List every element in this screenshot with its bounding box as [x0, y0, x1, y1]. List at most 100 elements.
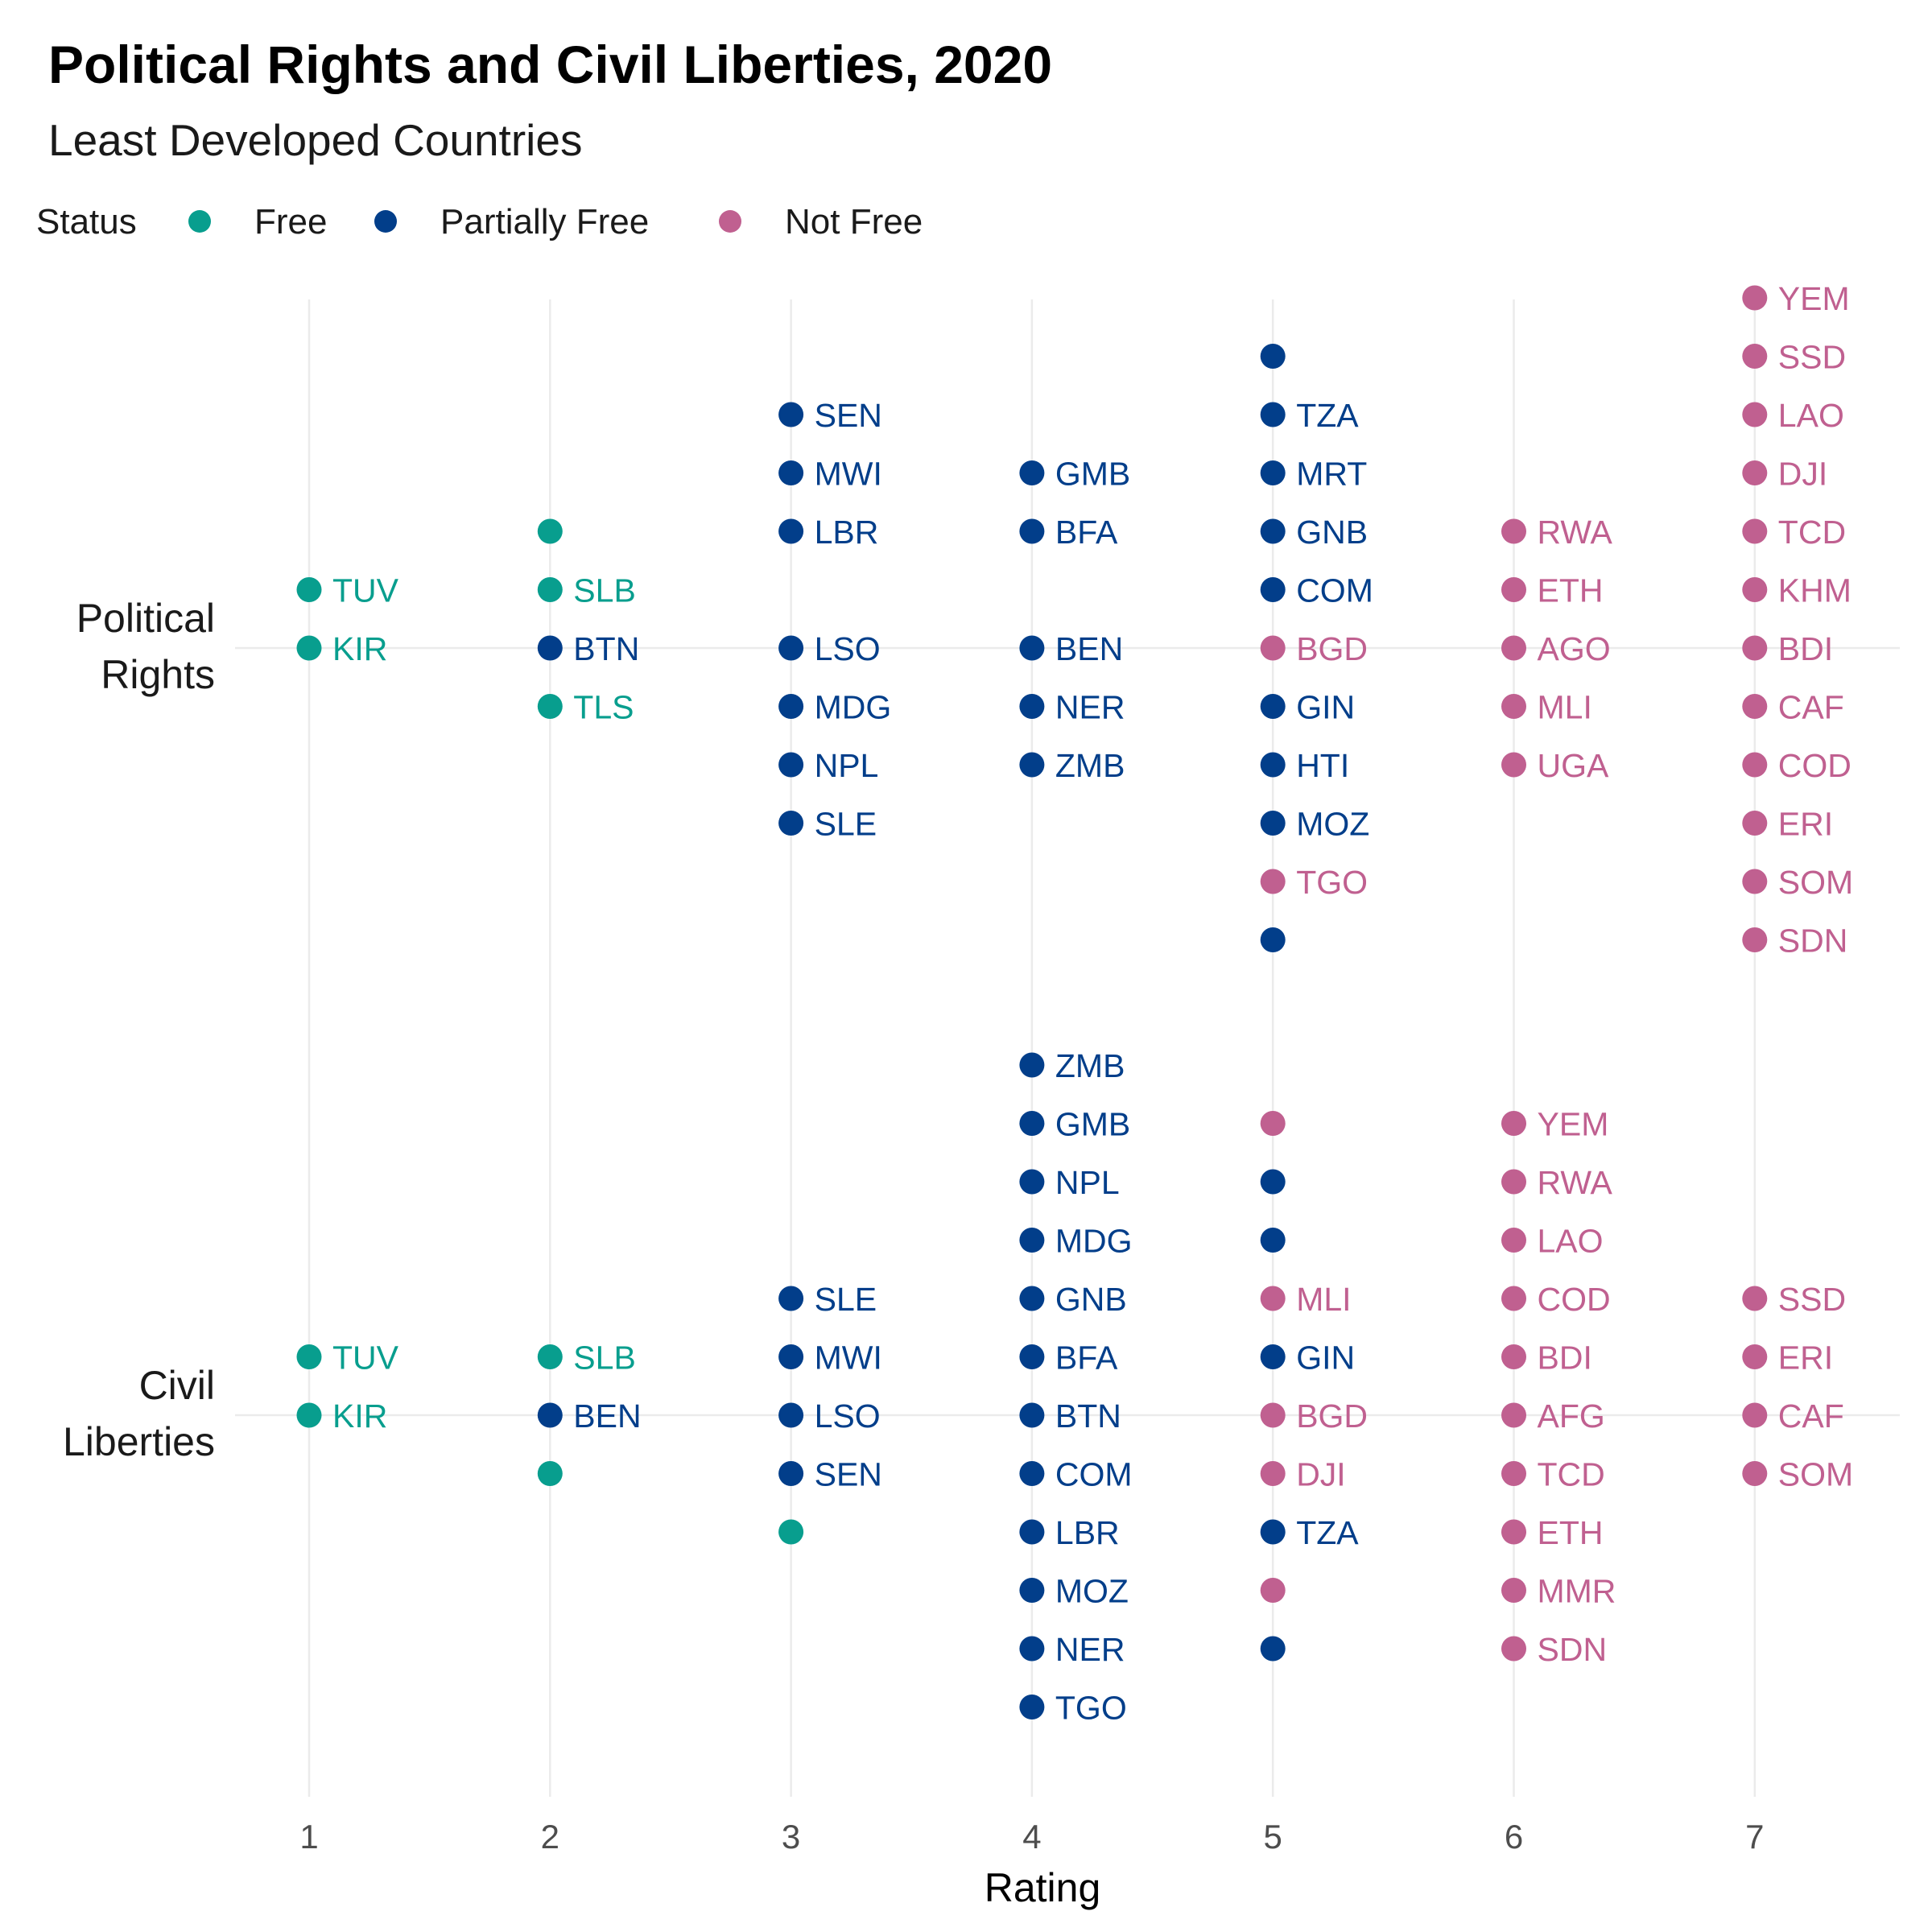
data-label: NPL: [1055, 1164, 1120, 1201]
data-point: [1019, 1402, 1045, 1428]
y-category-label: Liberties: [63, 1419, 215, 1464]
data-label: NER: [1055, 689, 1125, 726]
data-point: [1742, 402, 1768, 427]
data-point: [1260, 460, 1286, 485]
data-point: [1260, 577, 1286, 602]
data-label: COM: [1055, 1456, 1133, 1493]
data-point: [1019, 1111, 1045, 1136]
data-point: [1501, 635, 1526, 661]
data-label: GIN: [1296, 689, 1355, 726]
y-axis-labels: Political Rights Civil Liberties: [63, 596, 215, 1464]
data-point: [296, 1344, 322, 1369]
data-point: [1501, 577, 1526, 602]
legend-item-free: Free: [188, 202, 327, 242]
data-label: SLE: [815, 806, 877, 843]
data-label: MOZ: [1296, 806, 1369, 843]
data-point: [1019, 635, 1045, 661]
data-label: SSD: [1778, 339, 1846, 376]
data-label: SOM: [1778, 864, 1853, 901]
data-point: [1260, 752, 1286, 778]
data-point: [1260, 402, 1286, 427]
data-label: HTI: [1296, 747, 1349, 784]
points-layer: KIR TUV TLS SLB KIR TUV SLB BTN SEN MWI LBR LSO MDG N…: [296, 280, 1853, 1727]
data-label: COD: [1778, 747, 1852, 784]
data-point: [1019, 1461, 1045, 1486]
data-point: [537, 1402, 563, 1428]
data-label: BGD: [1296, 630, 1368, 667]
data-label: BDI: [1538, 1340, 1592, 1377]
data-point: [1742, 1286, 1768, 1311]
x-tick-label: 6: [1505, 1818, 1523, 1856]
data-point: [778, 1519, 804, 1545]
data-label: GMB: [1055, 456, 1130, 493]
data-point: [778, 811, 804, 836]
data-label: COM: [1296, 572, 1373, 609]
data-point: [1742, 1344, 1768, 1369]
data-label: BEN: [1055, 630, 1123, 667]
data-point: [537, 1461, 563, 1486]
data-label: UGA: [1538, 747, 1610, 784]
data-label: KIR: [332, 1397, 387, 1435]
data-point: [1742, 577, 1768, 602]
data-label: TUV: [332, 1340, 399, 1377]
data-point: [1260, 1636, 1286, 1662]
data-label: LSO: [815, 1397, 881, 1435]
data-point: [1501, 1402, 1526, 1428]
data-point: [1742, 752, 1768, 778]
data-label: BEN: [573, 1397, 641, 1435]
data-label: SDN: [1778, 923, 1848, 960]
legend-marker: [188, 210, 211, 233]
data-point: [1260, 635, 1286, 661]
data-label: KIR: [332, 630, 387, 667]
legend-label: Partially Free: [440, 202, 649, 242]
data-point: [1260, 1578, 1286, 1603]
data-label: BTN: [573, 630, 639, 667]
data-label: TLS: [573, 689, 634, 726]
x-axis-title: Rating: [985, 1865, 1101, 1910]
data-point: [1019, 1519, 1045, 1545]
data-label: SDN: [1538, 1631, 1608, 1668]
x-tick-label: 2: [541, 1818, 559, 1856]
data-label: TCD: [1538, 1456, 1605, 1493]
data-label: ERI: [1778, 1340, 1833, 1377]
data-point: [1019, 1228, 1045, 1253]
data-label: BGD: [1296, 1397, 1368, 1435]
data-point: [778, 402, 804, 427]
data-label: TZA: [1296, 397, 1359, 434]
data-point: [1260, 1519, 1286, 1545]
data-point: [1019, 1695, 1045, 1719]
data-label: TGO: [1296, 864, 1368, 901]
data-point: [1742, 635, 1768, 661]
data-point: [537, 577, 563, 602]
data-point: [1501, 1578, 1526, 1603]
y-category-label: Civil: [139, 1363, 215, 1408]
data-label: LBR: [815, 514, 879, 551]
data-point: [1019, 694, 1045, 719]
data-point: [1742, 1402, 1768, 1428]
data-point: [1260, 344, 1286, 369]
x-tick-label: 4: [1022, 1818, 1041, 1856]
data-point: [1260, 694, 1286, 719]
legend-item-not-free: Not Free: [719, 202, 923, 242]
data-label: DJI: [1778, 456, 1828, 493]
data-label: AFG: [1538, 1397, 1605, 1435]
data-label: NPL: [815, 747, 879, 784]
data-point: [778, 752, 804, 778]
data-label: SSD: [1778, 1281, 1846, 1318]
data-label: CAF: [1778, 1397, 1844, 1435]
x-tick-label: 5: [1264, 1818, 1282, 1856]
data-label: COD: [1538, 1281, 1611, 1318]
data-point: [1742, 869, 1768, 894]
data-point: [537, 694, 563, 719]
series-partially-free: BTN SEN MWI LBR LSO MDG NPL SLE GMB BFA BEN NER ZMB T…: [537, 344, 1373, 1727]
data-label: MDG: [1055, 1223, 1133, 1260]
data-label: MRT: [1296, 456, 1367, 493]
data-point: [1742, 518, 1768, 544]
legend-marker: [374, 210, 397, 233]
data-label: NER: [1055, 1631, 1125, 1668]
data-label: GMB: [1055, 1106, 1130, 1143]
data-label: SLB: [573, 572, 636, 609]
legend-marker: [719, 210, 741, 233]
gridlines: [235, 299, 1900, 1797]
data-label: ZMB: [1055, 1047, 1125, 1084]
